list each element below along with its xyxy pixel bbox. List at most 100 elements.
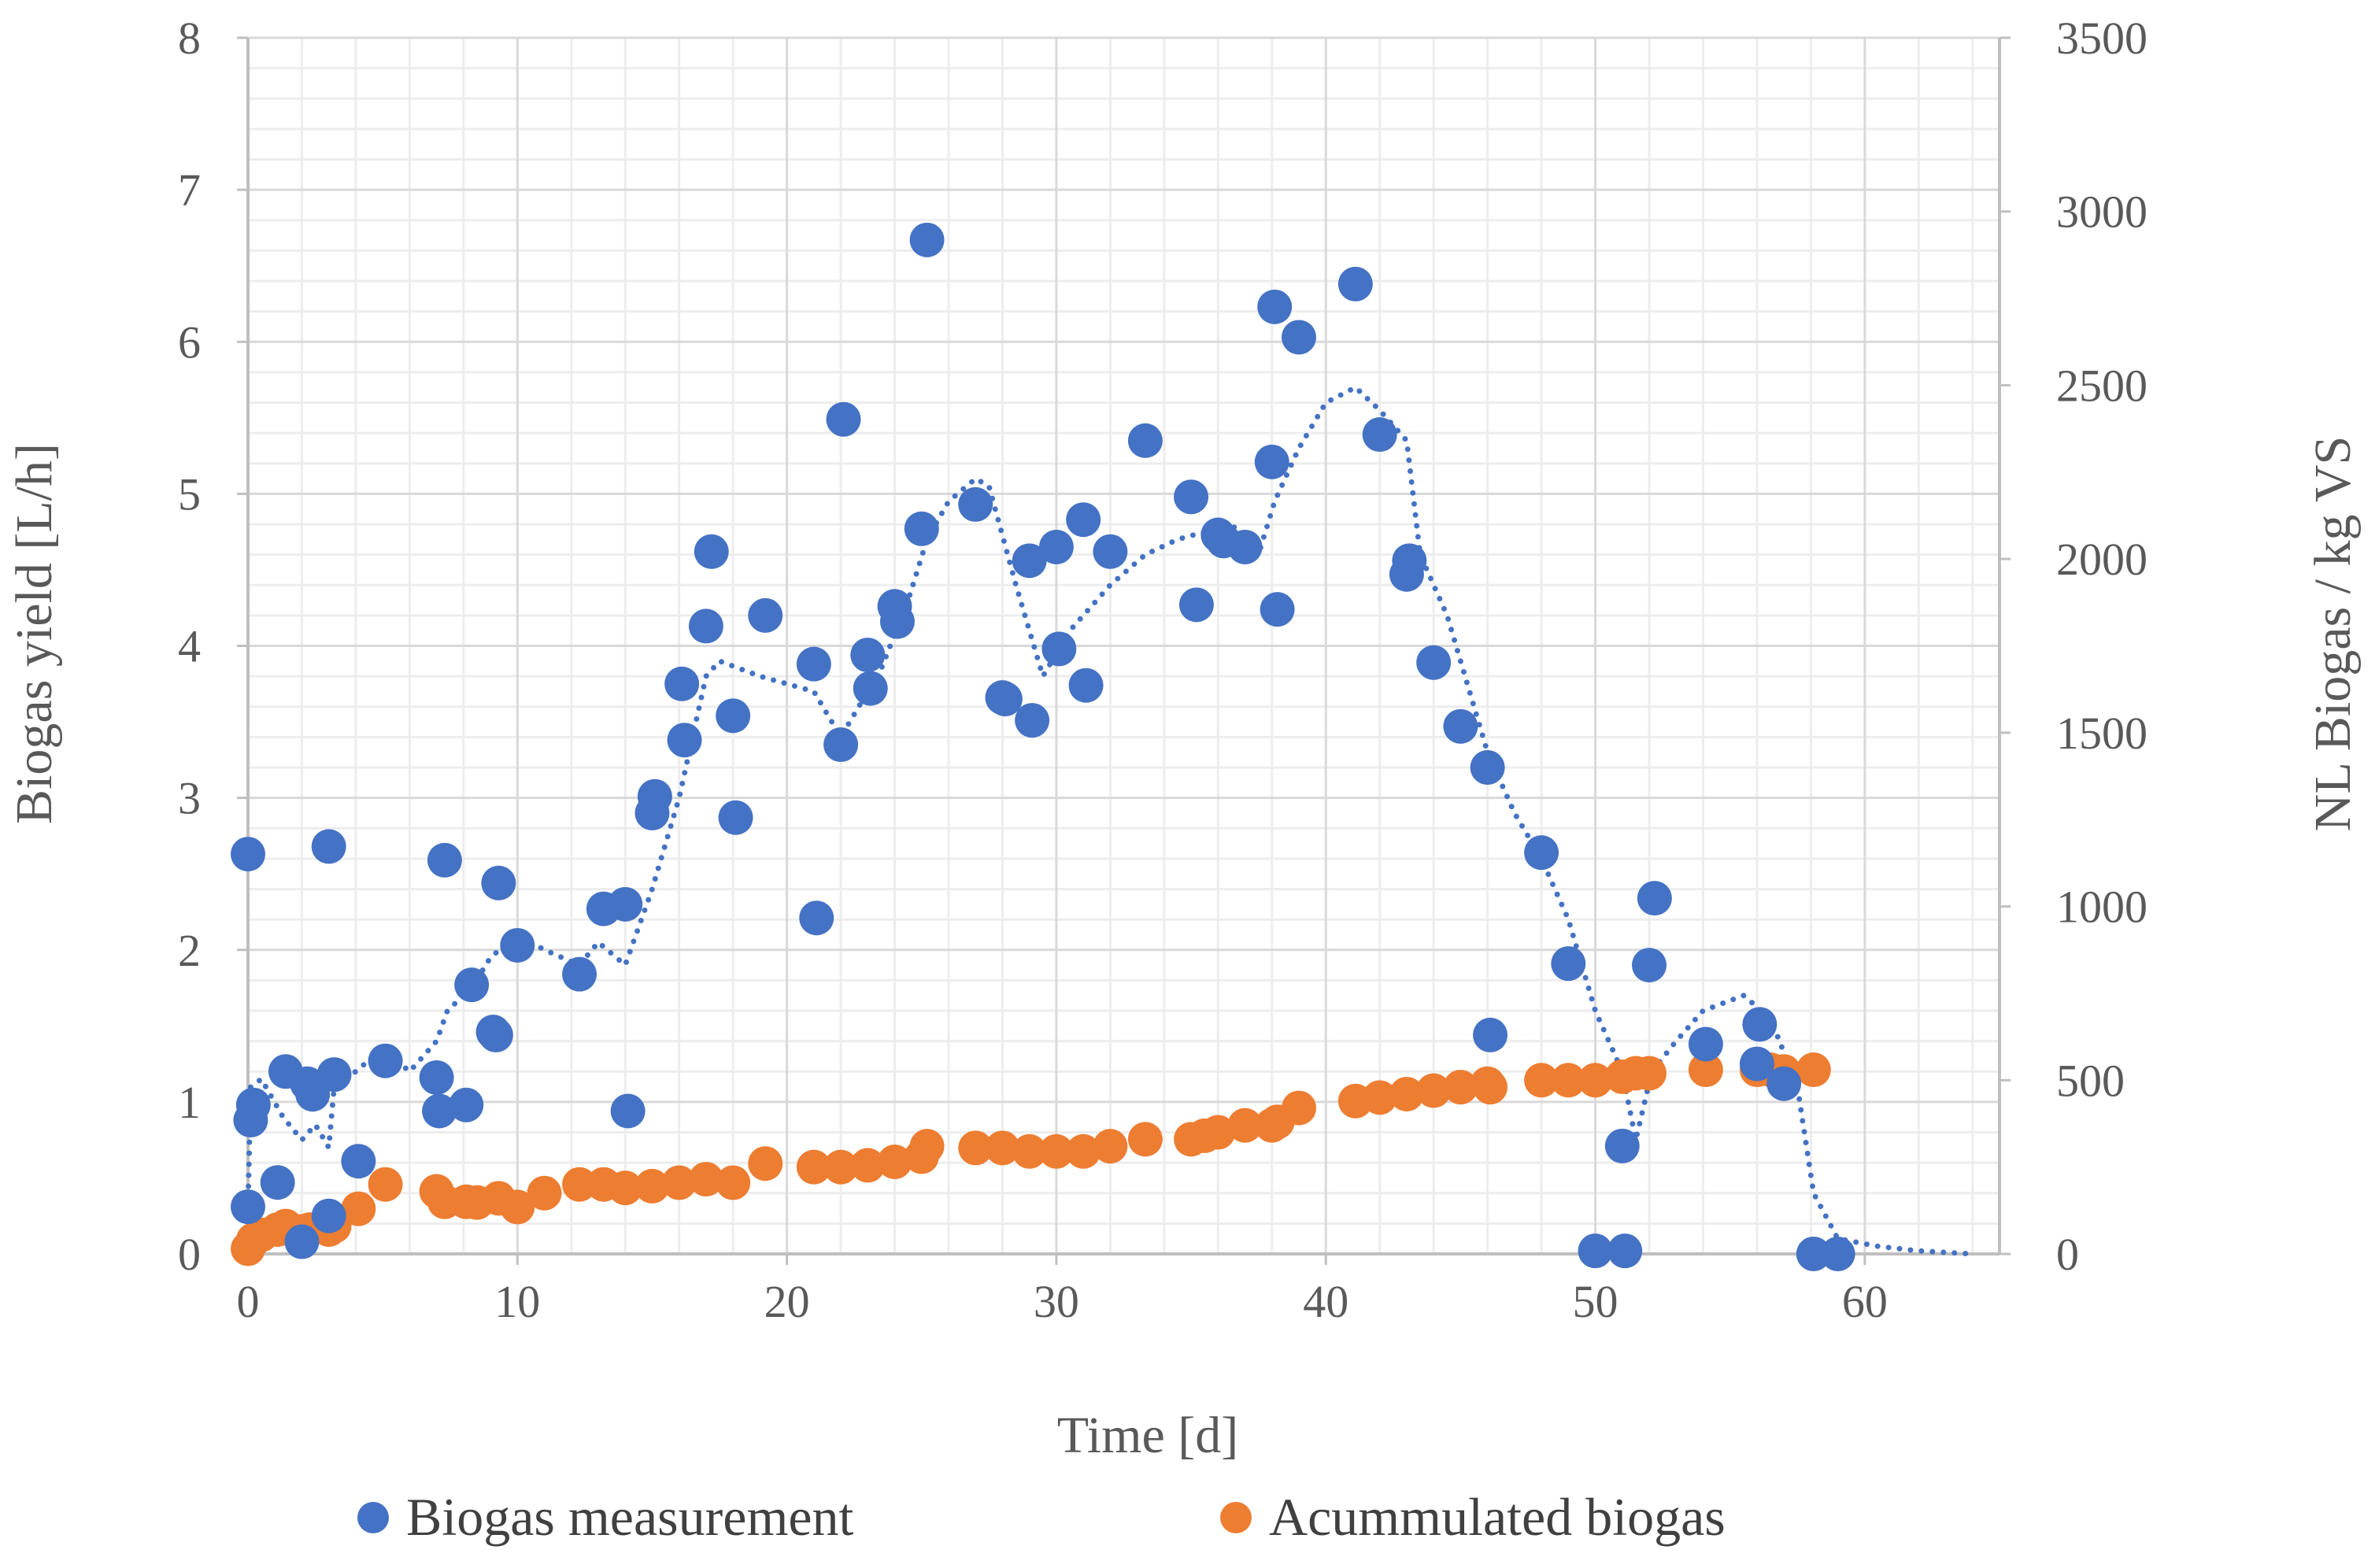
biogas-measurement-point <box>1254 444 1289 479</box>
accumulated-biogas-point <box>1362 1080 1397 1115</box>
biogas-measurement-point <box>850 638 886 673</box>
accumulated-biogas-point <box>608 1170 643 1206</box>
accumulated-biogas-point <box>850 1148 886 1183</box>
legend-item-accumulated[interactable]: Acummulated biogas <box>1220 1487 1726 1547</box>
biogas-measurement-point <box>909 222 945 257</box>
biogas-measurement-point <box>1607 1233 1643 1269</box>
biogas-measurement-point <box>1038 529 1074 564</box>
accumulated-biogas-point <box>1551 1063 1586 1098</box>
y-right-tick-label: 500 <box>2056 1055 2125 1106</box>
biogas-measurement-point <box>987 682 1023 717</box>
y-left-axis-title: Biogas yield [L/h] <box>6 443 63 824</box>
accumulated-biogas-point <box>1282 1090 1316 1126</box>
biogas-measurement-point <box>1282 320 1316 355</box>
y-left-tick-label: 8 <box>178 13 201 64</box>
biogas-measurement-point <box>422 1093 457 1129</box>
y-right-axis-title: NL Biogas / kg VS <box>2304 436 2362 831</box>
accumulated-biogas-point <box>1038 1133 1074 1169</box>
biogas-measurement-point <box>500 927 535 963</box>
accumulated-biogas-point <box>1524 1063 1559 1098</box>
accumulated-biogas-point <box>1796 1052 1831 1088</box>
biogas-measurement-point <box>1637 881 1672 916</box>
biogas-measurement-point <box>1820 1237 1855 1271</box>
y-right-tick-label: 3000 <box>2056 187 2147 238</box>
x-tick-label: 0 <box>237 1276 260 1327</box>
accumulated-biogas-point <box>1416 1073 1452 1108</box>
biogas-measurement-point <box>688 608 723 644</box>
biogas-measurement-point <box>427 842 462 878</box>
accumulated-biogas-point <box>1227 1108 1263 1143</box>
biogas-measurement-point <box>904 511 939 546</box>
biogas-measurement-series <box>231 222 1855 1271</box>
accumulated-biogas-point <box>823 1149 859 1185</box>
biogas-measurement-point <box>1551 946 1586 982</box>
biogas-measurement-point <box>1416 645 1452 680</box>
biogas-measurement-point <box>481 865 516 900</box>
biogas-measurement-point <box>1041 631 1077 667</box>
accumulated-biogas-point <box>1389 1076 1424 1111</box>
biogas-measurement-point <box>562 956 597 992</box>
biogas-measurement-point <box>1093 534 1128 569</box>
accumulated-biogas-point <box>716 1165 751 1200</box>
biogas-measurement-point <box>311 829 346 864</box>
biogas-measurement-point <box>1688 1026 1723 1062</box>
y-right-tick-label: 3500 <box>2056 13 2147 64</box>
biogas-measurement-point <box>1260 592 1295 627</box>
y-right-tick-label: 1000 <box>2056 882 2147 933</box>
biogas-measurement-point <box>1392 543 1427 579</box>
biogas-measurement-point <box>341 1144 376 1179</box>
biogas-measurement-point <box>799 900 834 936</box>
biogas-measurement-point <box>1362 417 1397 453</box>
accumulated-biogas-point <box>909 1129 945 1164</box>
biogas-measurement-point <box>1796 1237 1831 1271</box>
biogas-measurement-point <box>1742 1007 1778 1042</box>
y-right-tick-label: 1500 <box>2056 708 2147 759</box>
legend-marker-accumulated <box>1220 1502 1252 1533</box>
biogas-measurement-point <box>823 727 859 763</box>
biogas-measurement-point <box>1127 423 1163 458</box>
y-right-tick-label: 2000 <box>2056 534 2147 585</box>
legend-label-measurement: Biogas measurement <box>406 1487 854 1547</box>
biogas-measurement-point <box>454 967 490 1003</box>
biogas-measurement-point <box>667 723 702 758</box>
x-tick-label: 60 <box>1842 1276 1888 1327</box>
biogas-measurement-point <box>1524 835 1559 871</box>
biogas-measurement-point <box>1604 1128 1640 1163</box>
x-axis-title: Time [d] <box>1057 1407 1238 1464</box>
biogas-measurement-point <box>1337 266 1373 301</box>
biogas-measurement-point <box>716 698 751 734</box>
biogas-measurement-point <box>260 1165 295 1200</box>
trend-line-group <box>245 384 1976 1257</box>
biogas-measurement-point <box>879 604 915 639</box>
axes <box>237 36 2011 1265</box>
accumulated-biogas-point <box>877 1145 912 1180</box>
biogas-measurement-point <box>826 401 861 437</box>
biogas-measurement-point <box>1066 502 1101 538</box>
biogas-measurement-point <box>796 646 831 682</box>
biogas-measurement-point <box>231 1189 265 1225</box>
biogas-measurement-point <box>694 534 729 569</box>
accumulated-biogas-point <box>985 1130 1020 1166</box>
accumulated-biogas-point <box>500 1189 535 1225</box>
legend: Biogas measurement Acummulated biogas <box>357 1487 1726 1547</box>
trend-line <box>245 384 1976 1257</box>
legend-label-accumulated: Acummulated biogas <box>1269 1487 1726 1547</box>
x-tick-label: 40 <box>1303 1276 1348 1327</box>
biogas-measurement-point <box>1257 289 1293 324</box>
biogas-measurement-point <box>368 1043 403 1078</box>
biogas-measurement-point <box>718 800 753 835</box>
legend-item-measurement[interactable]: Biogas measurement <box>357 1487 854 1547</box>
major-gridlines <box>246 36 2000 1256</box>
accumulated-biogas-point <box>634 1168 670 1204</box>
y-left-tick-label: 4 <box>178 621 201 672</box>
biogas-measurement-point <box>1632 948 1667 983</box>
accumulated-biogas-point <box>1200 1115 1236 1150</box>
accumulated-biogas-point <box>562 1167 597 1202</box>
y-left-tick-label: 7 <box>178 165 201 216</box>
y-right-tick-label: 2500 <box>2056 360 2147 411</box>
biogas-measurement-point <box>853 671 888 706</box>
biogas-measurement-point <box>1578 1233 1613 1269</box>
accumulated-biogas-point <box>1012 1133 1047 1169</box>
